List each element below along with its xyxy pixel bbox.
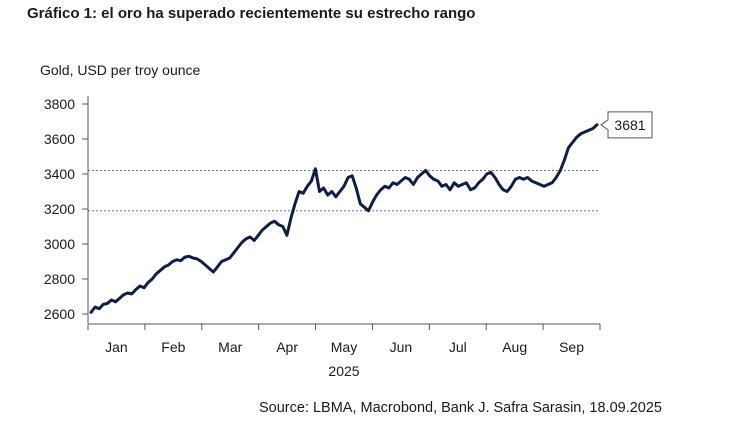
y-tick-label: 3200 — [44, 201, 75, 217]
gold-price-line — [89, 123, 599, 314]
source-note: Source: LBMA, Macrobond, Bank J. Safra S… — [258, 400, 662, 416]
chart-title: Gráfico 1: el oro ha superado recienteme… — [27, 5, 476, 22]
x-tick-label: Aug — [502, 339, 527, 355]
x-tick-label: Jul — [449, 339, 467, 355]
x-tick-label: Feb — [161, 339, 185, 355]
y-axis-label: Gold, USD per troy ounce — [40, 62, 201, 78]
y-tick-label: 3400 — [44, 166, 75, 182]
x-tick-label: Mar — [218, 339, 242, 355]
x-tick-label: Jun — [390, 339, 413, 355]
x-axis-label: 2025 — [328, 363, 359, 379]
y-tick-label: 2800 — [44, 271, 75, 287]
x-tick-label: May — [331, 339, 357, 355]
y-tick-label: 2600 — [44, 306, 75, 322]
y-tick-label: 3000 — [44, 236, 75, 252]
x-tick-label: Sep — [559, 339, 584, 355]
last-value-label: 3681 — [614, 117, 645, 133]
x-tick-label: Jan — [105, 339, 128, 355]
x-tick-label: Apr — [276, 339, 298, 355]
last-value-callout — [600, 111, 653, 139]
y-tick-label: 3600 — [44, 131, 75, 147]
y-tick-label: 3800 — [44, 96, 75, 112]
